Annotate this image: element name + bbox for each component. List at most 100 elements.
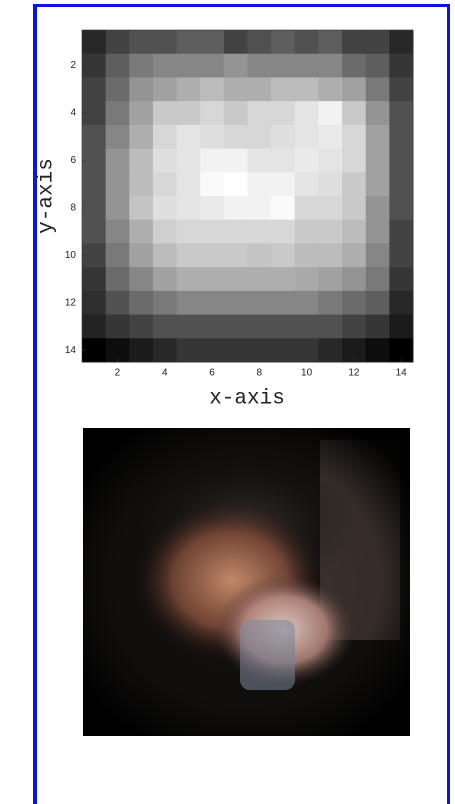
- heatmap-cell: [366, 149, 390, 173]
- heatmap-cell: [271, 125, 295, 149]
- heatmap-cell: [271, 101, 295, 125]
- heatmap-cell: [200, 291, 224, 315]
- heatmap-cell: [177, 77, 201, 101]
- heatmap-cell: [248, 77, 272, 101]
- heatmap-cell: [318, 267, 342, 291]
- heatmap-cell: [318, 338, 342, 362]
- heatmap-cell: [318, 291, 342, 315]
- heatmap-cell: [82, 315, 106, 339]
- heatmap-cell: [224, 291, 248, 315]
- heatmap-cell: [82, 77, 106, 101]
- heatmap-cell: [106, 196, 130, 220]
- heatmap-cell: [318, 101, 342, 125]
- heatmap-cell: [177, 54, 201, 78]
- heatmap-cell: [342, 267, 366, 291]
- heatmap-cell: [248, 315, 272, 339]
- heatmap-cell: [248, 125, 272, 149]
- y-tick-label: 6: [70, 155, 76, 166]
- heatmap-cell: [318, 54, 342, 78]
- heatmap-cell: [271, 77, 295, 101]
- heatmap-cell: [342, 149, 366, 173]
- heatmap-cell: [153, 172, 177, 196]
- heatmap-cell: [106, 125, 130, 149]
- x-tick-label: 2: [115, 368, 121, 379]
- heatmap-cell: [106, 267, 130, 291]
- heatmap-cell: [200, 315, 224, 339]
- heatmap-cell: [366, 291, 390, 315]
- frame-right: [447, 4, 450, 804]
- heatmap-cell: [295, 172, 319, 196]
- heatmap-cell: [389, 30, 413, 54]
- heatmap-cell: [82, 220, 106, 244]
- heatmap-cell: [295, 196, 319, 220]
- heatmap-cell: [271, 338, 295, 362]
- heatmap-cell: [82, 172, 106, 196]
- y-axis-label: y-axis: [36, 158, 59, 234]
- x-tick-label: 8: [257, 368, 263, 379]
- heatmap-cell: [106, 101, 130, 125]
- y-tick-label: 14: [65, 345, 77, 356]
- heatmap-cell: [248, 196, 272, 220]
- heatmap-cell: [129, 172, 153, 196]
- heatmap-cell: [224, 149, 248, 173]
- heatmap-cell: [200, 172, 224, 196]
- heatmap-cell: [295, 54, 319, 78]
- heatmap-cell: [342, 30, 366, 54]
- heatmap-cell: [295, 291, 319, 315]
- heatmap-cell: [318, 196, 342, 220]
- frame-top: [33, 4, 450, 7]
- heatmap-cell: [177, 30, 201, 54]
- heatmap-cell: [177, 101, 201, 125]
- heatmap-cell: [153, 149, 177, 173]
- heatmap-cell: [271, 172, 295, 196]
- heatmap-cell: [106, 220, 130, 244]
- heatmap-cell: [129, 30, 153, 54]
- heatmap-cell: [153, 77, 177, 101]
- heatmap-cell: [106, 315, 130, 339]
- heatmap-cell: [106, 149, 130, 173]
- heatmap-cell: [271, 243, 295, 267]
- heatmap-cell: [248, 54, 272, 78]
- heatmap-cell: [295, 243, 319, 267]
- heatmap-cell: [366, 125, 390, 149]
- heatmap-cell: [153, 243, 177, 267]
- heatmap-cell: [271, 315, 295, 339]
- heatmap-cell: [200, 30, 224, 54]
- heatmap-cell: [177, 291, 201, 315]
- heatmap-cell: [177, 267, 201, 291]
- heatmap-cell: [248, 30, 272, 54]
- heatmap-cell: [200, 243, 224, 267]
- heatmap-cell: [82, 125, 106, 149]
- heatmap-cell: [200, 149, 224, 173]
- heatmap-cell: [106, 291, 130, 315]
- heatmap-cell: [106, 54, 130, 78]
- heatmap-cell: [248, 291, 272, 315]
- heatmap-cell: [177, 196, 201, 220]
- x-tick-label: 6: [209, 368, 215, 379]
- heatmap-cell: [106, 172, 130, 196]
- heatmap-cell: [224, 77, 248, 101]
- heatmap-cell: [295, 267, 319, 291]
- heatmap-cell: [271, 267, 295, 291]
- heatmap-cell: [295, 149, 319, 173]
- heatmap-cell: [366, 267, 390, 291]
- heatmap-cell: [224, 243, 248, 267]
- heatmap-cell: [342, 243, 366, 267]
- heatmap-cell: [200, 101, 224, 125]
- heatmap-cell: [389, 243, 413, 267]
- heatmap-cell: [366, 315, 390, 339]
- heatmap-cell: [366, 30, 390, 54]
- heatmap-cell: [318, 149, 342, 173]
- heatmap-cell: [129, 220, 153, 244]
- x-tick-label: 10: [301, 368, 313, 379]
- heatmap-cell: [129, 125, 153, 149]
- heatmap-cell: [129, 54, 153, 78]
- heatmap-cell: [153, 220, 177, 244]
- heatmap-cell: [389, 196, 413, 220]
- heatmap-cell: [342, 77, 366, 101]
- heatmap-cell: [177, 125, 201, 149]
- photo-vignette: [83, 428, 410, 736]
- heatmap-cell: [224, 54, 248, 78]
- heatmap-cell: [106, 77, 130, 101]
- heatmap-cell: [177, 243, 201, 267]
